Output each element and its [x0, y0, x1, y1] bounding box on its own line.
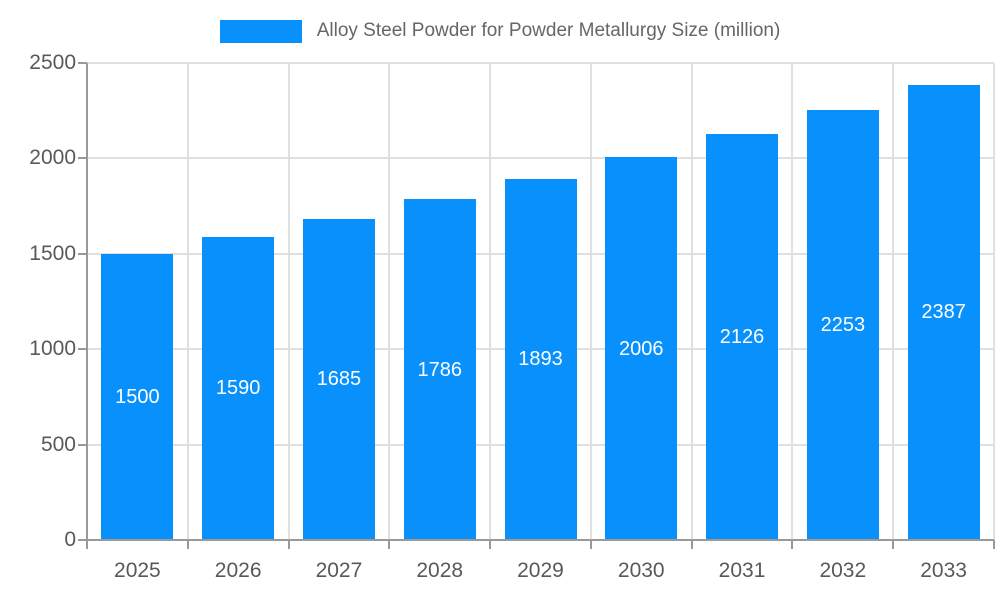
x-tick	[388, 540, 391, 549]
bar-value-label: 1590	[215, 377, 261, 400]
y-tick	[78, 157, 87, 160]
legend-item[interactable]: Alloy Steel Powder for Powder Metallurgy…	[0, 17, 1000, 45]
x-tick-label: 2031	[718, 559, 766, 582]
v-gridline	[489, 63, 492, 540]
x-tick	[489, 540, 492, 549]
x-tick-label: 2028	[416, 559, 464, 582]
v-gridline	[589, 63, 592, 540]
v-gridline	[892, 63, 895, 540]
y-tick-label: 1500	[29, 241, 76, 265]
bar[interactable]: 1590	[202, 236, 275, 540]
h-gridline	[87, 157, 994, 160]
x-tick	[287, 540, 290, 549]
legend-swatch-icon	[219, 19, 302, 43]
plot-area: 1500 1590 1685 1786 1893 2006 2126 2253 2387	[78, 62, 995, 549]
y-axis-line	[86, 63, 88, 540]
bar-value-label: 2387	[921, 301, 966, 324]
x-tick	[86, 540, 88, 549]
y-tick-label: 1000	[29, 337, 76, 361]
bar[interactable]: 2253	[806, 110, 879, 540]
x-tick-label: 2030	[617, 559, 665, 582]
bar[interactable]: 1500	[101, 253, 174, 540]
x-tick	[791, 540, 794, 549]
bar[interactable]: 1685	[302, 218, 375, 540]
y-tick-label: 500	[40, 432, 76, 456]
x-tick-label: 2027	[315, 559, 363, 582]
bar-value-label: 2006	[619, 337, 664, 360]
v-gridline	[388, 63, 391, 540]
legend-label: Alloy Steel Powder for Powder Metallurgy…	[316, 20, 781, 41]
y-tick	[78, 348, 87, 351]
y-tick	[78, 443, 87, 446]
x-tick-label: 2029	[517, 559, 564, 582]
bar-value-label: 1893	[518, 348, 563, 371]
x-tick-label: 2026	[214, 559, 262, 582]
v-gridline	[690, 63, 693, 540]
bar[interactable]: 2126	[706, 134, 779, 540]
v-gridline	[186, 63, 189, 540]
y-tick-label: 2500	[29, 51, 76, 74]
bar[interactable]: 1786	[403, 199, 476, 540]
y-tick	[78, 539, 87, 541]
bar[interactable]: 2006	[605, 157, 678, 540]
x-tick	[186, 540, 189, 549]
x-tick	[690, 540, 693, 549]
x-tick-label: 2025	[114, 559, 161, 582]
bar[interactable]: 2387	[907, 84, 980, 540]
x-tick-label: 2033	[920, 559, 967, 582]
h-gridline	[87, 62, 994, 64]
y-tick-label: 2000	[29, 146, 76, 170]
bar-value-label: 1500	[115, 385, 160, 408]
bar-value-label: 2126	[719, 326, 765, 349]
x-tick	[892, 540, 895, 549]
v-gridline	[993, 63, 995, 540]
bar-value-label: 2253	[820, 314, 866, 337]
y-tick-label: 0	[64, 528, 76, 551]
y-tick	[78, 252, 87, 255]
x-tick	[589, 540, 592, 549]
x-tick-label: 2032	[819, 559, 867, 582]
bar[interactable]: 1893	[504, 178, 577, 540]
bar-value-label: 1685	[316, 368, 362, 391]
bar-value-label: 1786	[417, 358, 462, 381]
x-axis-line	[85, 539, 994, 541]
v-gridline	[791, 63, 794, 540]
x-tick	[993, 540, 995, 549]
y-tick	[78, 62, 87, 64]
v-gridline	[287, 63, 290, 540]
